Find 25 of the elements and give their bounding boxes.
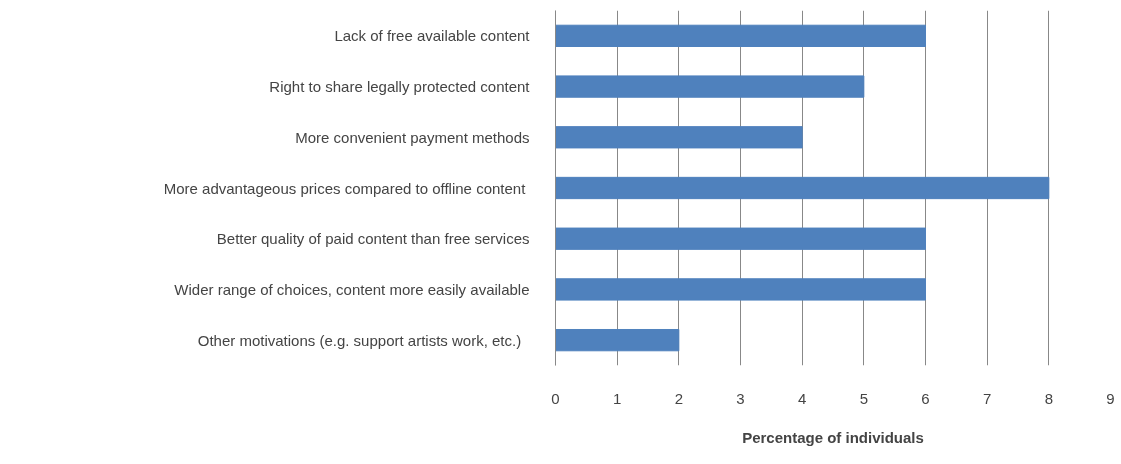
y-tick-label: More convenient payment methods	[295, 128, 530, 146]
bar	[555, 328, 680, 352]
x-tick-label: 3	[736, 389, 745, 407]
bar	[555, 227, 926, 250]
y-tick-label: Other motivations (e.g. support artists work, etc.)	[197, 331, 522, 349]
x-tick-label: 2	[674, 389, 684, 407]
y-tick-label: Wider range of choices, content more easily available	[174, 280, 530, 298]
bar	[555, 278, 926, 301]
x-tick-label: 9	[1106, 389, 1115, 407]
x-tick-label: 4	[798, 389, 807, 407]
y-tick-label: Lack of free available content	[334, 27, 531, 45]
y-tick-label: Better quality of paid content than free services	[216, 230, 530, 248]
x-axis-title: Percentage of individuals	[742, 428, 924, 446]
x-tick-label: 1	[613, 389, 622, 407]
x-tick-label: 5	[859, 389, 869, 407]
bar	[555, 24, 926, 48]
bar	[555, 75, 865, 98]
x-tick-label: 7	[983, 389, 992, 407]
y-tick-label: Right to share legally protected content	[269, 78, 531, 96]
x-tick-label: 0	[551, 389, 560, 407]
y-tick-label: More advantageous prices compared to offline content	[163, 179, 527, 197]
bar	[555, 126, 803, 149]
x-tick-label: 6	[921, 389, 930, 407]
bar	[555, 176, 1050, 200]
x-tick-label: 8	[1044, 389, 1054, 407]
